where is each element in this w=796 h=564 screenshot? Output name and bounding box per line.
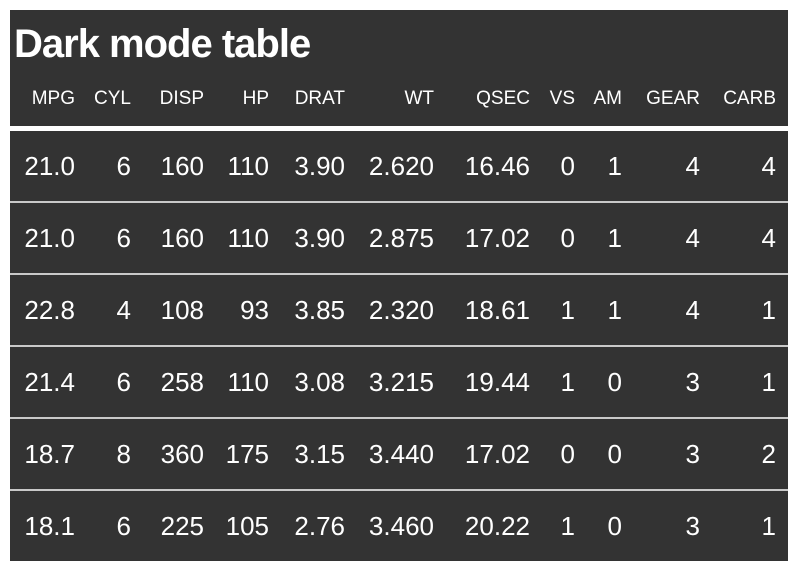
header-row: MPG CYL DISP HP DRAT WT QSEC VS AM GEAR … xyxy=(10,76,788,129)
table-cell: 21.4 xyxy=(24,366,75,397)
column-header-hp: HP xyxy=(242,88,269,109)
table-cell: 6 xyxy=(116,222,131,253)
table-cell: 20.22 xyxy=(464,510,530,541)
table-cell: 1 xyxy=(761,510,776,541)
table-cell: 1 xyxy=(607,222,622,253)
table-cell: 3.85 xyxy=(294,294,345,325)
column-header-disp: DISP xyxy=(159,88,204,109)
table-cell: 6 xyxy=(116,150,131,181)
table-cell: 22.8 xyxy=(24,294,75,325)
table-cell: 2 xyxy=(761,438,776,469)
table-header: MPG CYL DISP HP DRAT WT QSEC VS AM GEAR … xyxy=(10,76,788,129)
table-cell: 6 xyxy=(116,510,131,541)
table-row: 18.1 6 225 105 2.76 3.460 20.22 1 0 3 1 xyxy=(10,490,788,561)
table-cell: 1 xyxy=(560,294,575,325)
table-cell: 0 xyxy=(560,438,575,469)
data-table: MPG CYL DISP HP DRAT WT QSEC VS AM GEAR … xyxy=(10,76,788,561)
table-row: 22.8 4 108 93 3.85 2.320 18.61 1 1 4 1 xyxy=(10,274,788,346)
table-cell: 0 xyxy=(560,222,575,253)
table-cell: 108 xyxy=(160,294,204,325)
table-cell: 3.440 xyxy=(368,438,434,469)
table-cell: 3 xyxy=(685,510,700,541)
table-cell: 3.215 xyxy=(368,366,434,397)
table-cell: 0 xyxy=(607,366,622,397)
column-header-vs: VS xyxy=(549,88,575,109)
table-cell: 4 xyxy=(685,150,700,181)
table-cell: 18.7 xyxy=(24,438,75,469)
table-cell: 1 xyxy=(607,294,622,325)
table-cell: 3 xyxy=(685,366,700,397)
table-cell: 4 xyxy=(685,294,700,325)
table-cell: 4 xyxy=(761,222,776,253)
table-cell: 17.02 xyxy=(464,438,530,469)
table-row: 21.4 6 258 110 3.08 3.215 19.44 1 0 3 1 xyxy=(10,346,788,418)
table-cell: 4 xyxy=(116,294,131,325)
table-cell: 1 xyxy=(560,366,575,397)
table-cell: 16.46 xyxy=(464,150,530,181)
table-cell: 3.15 xyxy=(294,438,345,469)
table-cell: 360 xyxy=(160,438,204,469)
table-cell: 160 xyxy=(160,150,204,181)
table-cell: 8 xyxy=(116,438,131,469)
table-row: 21.0 6 160 110 3.90 2.875 17.02 0 1 4 4 xyxy=(10,202,788,274)
table-cell: 3.08 xyxy=(294,366,345,397)
column-header-carb: CARB xyxy=(723,88,776,109)
table-cell: 93 xyxy=(240,294,269,325)
table-cell: 2.620 xyxy=(368,150,434,181)
table-cell: 2.320 xyxy=(368,294,434,325)
table-cell: 19.44 xyxy=(464,366,530,397)
column-header-gear: GEAR xyxy=(646,88,700,109)
table-cell: 0 xyxy=(607,438,622,469)
table-cell: 110 xyxy=(227,150,269,181)
column-header-qsec: QSEC xyxy=(476,88,530,109)
dark-mode-table-card: Dark mode table MPG CYL DISP HP DRAT WT … xyxy=(10,10,788,561)
table-cell: 160 xyxy=(160,222,204,253)
table-cell: 3.460 xyxy=(368,510,434,541)
table-cell: 110 xyxy=(227,366,269,397)
column-header-cyl: CYL xyxy=(94,88,131,109)
table-cell: 175 xyxy=(225,438,269,469)
table-cell: 3 xyxy=(685,438,700,469)
table-cell: 18.1 xyxy=(24,510,75,541)
table-body: 21.0 6 160 110 3.90 2.620 16.46 0 1 4 4 … xyxy=(10,129,788,562)
table-cell: 18.61 xyxy=(464,294,530,325)
table-cell: 225 xyxy=(160,510,204,541)
table-cell: 6 xyxy=(116,366,131,397)
table-cell: 105 xyxy=(225,510,269,541)
table-cell: 4 xyxy=(685,222,700,253)
table-cell: 1 xyxy=(761,294,776,325)
table-cell: 3.90 xyxy=(294,150,345,181)
column-header-drat: DRAT xyxy=(294,88,345,109)
table-cell: 0 xyxy=(607,510,622,541)
table-row: 21.0 6 160 110 3.90 2.620 16.46 0 1 4 4 xyxy=(10,129,788,203)
table-cell: 1 xyxy=(761,366,776,397)
table-cell: 0 xyxy=(560,150,575,181)
table-cell: 21.0 xyxy=(24,150,75,181)
column-header-mpg: MPG xyxy=(31,88,75,109)
table-cell: 2.875 xyxy=(368,222,434,253)
table-cell: 3.90 xyxy=(294,222,345,253)
table-cell: 1 xyxy=(560,510,575,541)
table-cell: 1 xyxy=(607,150,622,181)
column-header-am: AM xyxy=(593,88,623,109)
column-header-wt: WT xyxy=(404,88,434,109)
table-title: Dark mode table xyxy=(14,22,311,66)
table-row: 18.7 8 360 175 3.15 3.440 17.02 0 0 3 2 xyxy=(10,418,788,490)
table-cell: 110 xyxy=(227,222,269,253)
table-cell: 258 xyxy=(160,366,204,397)
table-cell: 4 xyxy=(761,150,776,181)
table-cell: 21.0 xyxy=(24,222,75,253)
table-cell: 2.76 xyxy=(294,510,345,541)
table-cell: 17.02 xyxy=(464,222,530,253)
